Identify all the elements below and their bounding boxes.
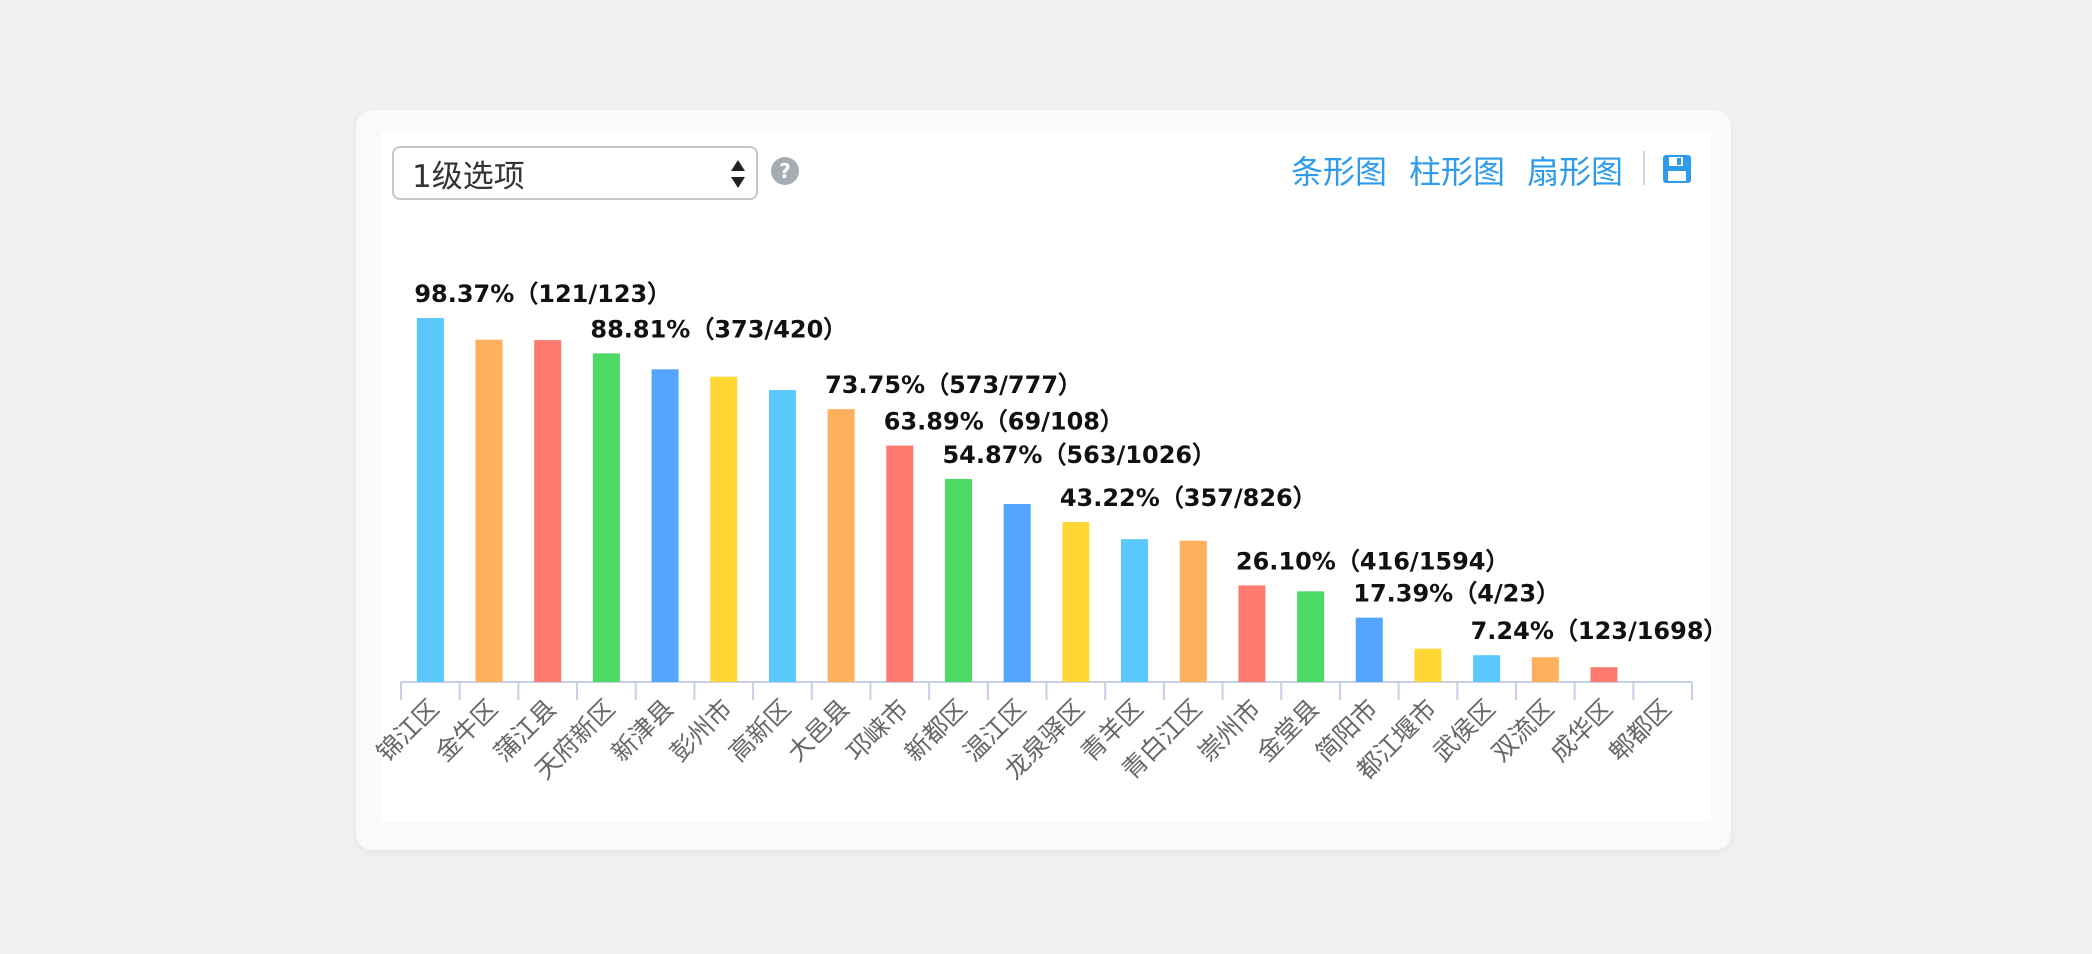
category-label: 邛崃市	[840, 694, 914, 768]
bar-高新区[interactable]	[768, 390, 796, 682]
data-label: 17.39%（4/23）	[1353, 580, 1560, 608]
category-label: 锦江区	[371, 694, 445, 768]
category-label: 大邑县	[782, 694, 856, 768]
category-label: 彭州市	[664, 694, 738, 768]
category-label: 武侯区	[1427, 694, 1501, 768]
bar-金牛区[interactable]	[475, 339, 503, 682]
data-label: 73.75%（573/777）	[825, 371, 1082, 399]
bar-武侯区[interactable]	[1473, 655, 1501, 682]
pie-chart-button[interactable]: 扇形图	[1527, 153, 1624, 191]
bar-彭州市[interactable]	[710, 376, 738, 682]
category-label: 双流区	[1486, 694, 1560, 768]
bar-天府新区[interactable]	[592, 353, 620, 682]
category-label: 新津县	[606, 694, 680, 768]
bar-龙泉驿区[interactable]	[1062, 522, 1090, 682]
bar-蒲江县[interactable]	[534, 340, 562, 682]
category-label: 崇州市	[1193, 694, 1267, 768]
bar-新都区[interactable]	[944, 478, 972, 682]
category-label: 金牛区	[430, 694, 504, 768]
data-label: 26.10%（416/1594）	[1236, 547, 1510, 575]
bar-邛崃市[interactable]	[886, 445, 914, 682]
floppy-disk-icon[interactable]	[1663, 155, 1691, 183]
data-label: 98.37%（121/123）	[414, 280, 671, 308]
category-label: 金堂县	[1251, 694, 1325, 768]
bar-简阳市[interactable]	[1355, 617, 1383, 682]
data-label: 43.22%（357/826）	[1060, 484, 1317, 512]
data-label: 63.89%（69/108）	[884, 408, 1124, 436]
data-label: 88.81%（373/420）	[590, 315, 847, 343]
level-select-value: 1级选项	[412, 158, 525, 195]
level-select[interactable]: 1级选项	[392, 146, 758, 200]
bar-chart-button[interactable]: 条形图	[1291, 153, 1388, 191]
category-label: 高新区	[723, 694, 797, 768]
bar-崇州市[interactable]	[1238, 585, 1266, 682]
bar-青白江区[interactable]	[1179, 540, 1207, 682]
bar-大邑县[interactable]	[827, 409, 855, 682]
bar-新津县[interactable]	[651, 369, 679, 682]
bar-金堂县[interactable]	[1297, 591, 1325, 682]
toolbar-divider	[1643, 151, 1645, 185]
category-label: 郫都区	[1603, 694, 1677, 768]
bar-锦江区[interactable]	[416, 318, 444, 682]
data-label: 7.24%（123/1698）	[1471, 617, 1728, 645]
bar-青羊区[interactable]	[1121, 539, 1149, 682]
data-label: 54.87%（563/1026）	[942, 441, 1216, 469]
column-chart-button[interactable]: 柱形图	[1409, 153, 1506, 191]
category-label: 成华区	[1545, 694, 1619, 768]
bar-都江堰市[interactable]	[1414, 648, 1442, 682]
category-label: 新都区	[899, 694, 973, 768]
bar-成华区[interactable]	[1590, 667, 1618, 682]
bar-双流区[interactable]	[1531, 657, 1559, 682]
help-icon[interactable]: ?	[771, 157, 799, 185]
select-arrows-icon	[731, 160, 745, 188]
bar-温江区[interactable]	[1003, 504, 1031, 682]
